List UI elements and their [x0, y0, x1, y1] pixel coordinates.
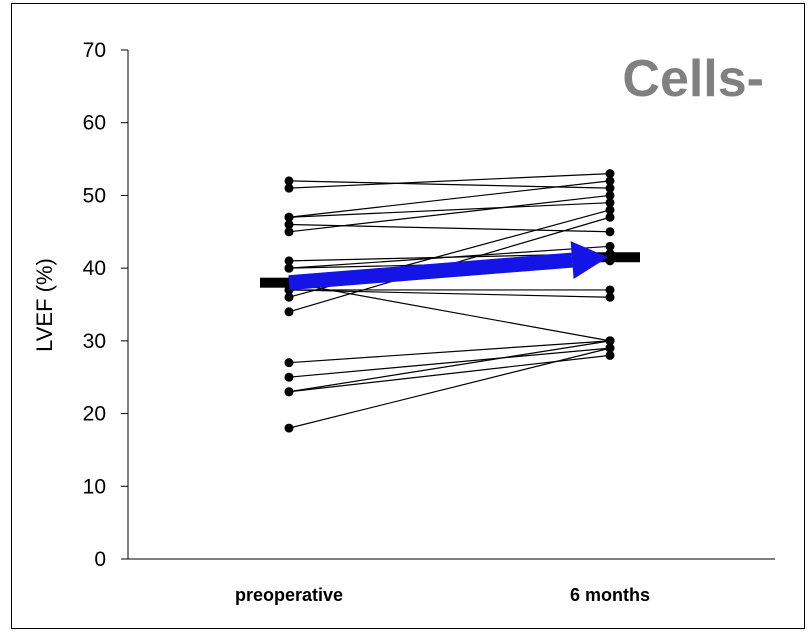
patient-line	[288, 282, 611, 342]
preoperative-point	[284, 220, 294, 230]
six-month-point	[605, 169, 615, 179]
six-month-point	[605, 176, 615, 186]
y-tick-label: 20	[83, 403, 106, 426]
patient-line	[288, 180, 611, 218]
y-tick-label: 0	[94, 548, 106, 571]
patient-line	[288, 180, 611, 189]
six-month-mean-bar	[580, 252, 640, 263]
preoperative-point	[284, 292, 294, 302]
patient-line	[288, 223, 611, 233]
chart-title: Cells-	[622, 50, 764, 108]
preoperative-point	[284, 183, 294, 193]
patient-line	[288, 354, 611, 393]
trend-arrow-head	[570, 241, 608, 280]
patient-line	[288, 347, 611, 378]
six-month-point	[605, 190, 615, 200]
six-month-point	[605, 205, 615, 215]
preoperative-point	[284, 263, 294, 273]
preoperative-point	[284, 387, 294, 397]
trend-arrow-shaft	[288, 252, 573, 291]
y-tick-label: 10	[83, 475, 106, 498]
category-label: 6 months	[570, 585, 650, 605]
y-tick-label: 40	[83, 257, 106, 280]
patient-line	[288, 194, 611, 233]
six-month-point	[605, 198, 615, 208]
chart-frame	[11, 3, 805, 629]
y-tick-label: 30	[83, 330, 106, 353]
six-month-point	[605, 227, 615, 237]
category-label: preoperative	[235, 585, 343, 605]
six-month-point	[605, 241, 615, 251]
patient-line	[288, 202, 611, 218]
six-month-point	[605, 343, 615, 353]
preoperative-point	[284, 176, 294, 186]
preoperative-point	[284, 372, 294, 382]
preoperative-point	[284, 423, 294, 433]
preoperative-point	[284, 358, 294, 368]
patient-line	[288, 340, 611, 393]
six-month-point	[605, 285, 615, 295]
y-tick-label: 60	[83, 112, 106, 135]
chart-axes	[127, 50, 775, 560]
patient-line	[288, 347, 611, 429]
six-month-point	[605, 212, 615, 222]
mean-overlay	[260, 241, 640, 291]
preoperative-point	[284, 227, 294, 237]
y-tick-label: 50	[83, 184, 106, 207]
y-tick-label: 70	[83, 39, 106, 62]
six-month-point	[605, 350, 615, 360]
category-labels: preoperative 6 months	[235, 585, 650, 605]
six-month-point	[605, 183, 615, 193]
six-month-point	[605, 292, 615, 302]
preoperative-point	[284, 212, 294, 222]
patient-line	[288, 173, 611, 189]
patient-line	[288, 245, 611, 269]
y-axis-label: LVEF (%)	[32, 258, 57, 352]
six-month-point	[605, 336, 615, 346]
preoperative-point	[284, 307, 294, 317]
y-ticks: 0 10 20 30 40 50 60 70	[83, 39, 128, 571]
patient-line	[288, 340, 611, 364]
patient-lines	[284, 169, 615, 433]
preoperative-point	[284, 256, 294, 266]
patient-line	[288, 289, 611, 298]
